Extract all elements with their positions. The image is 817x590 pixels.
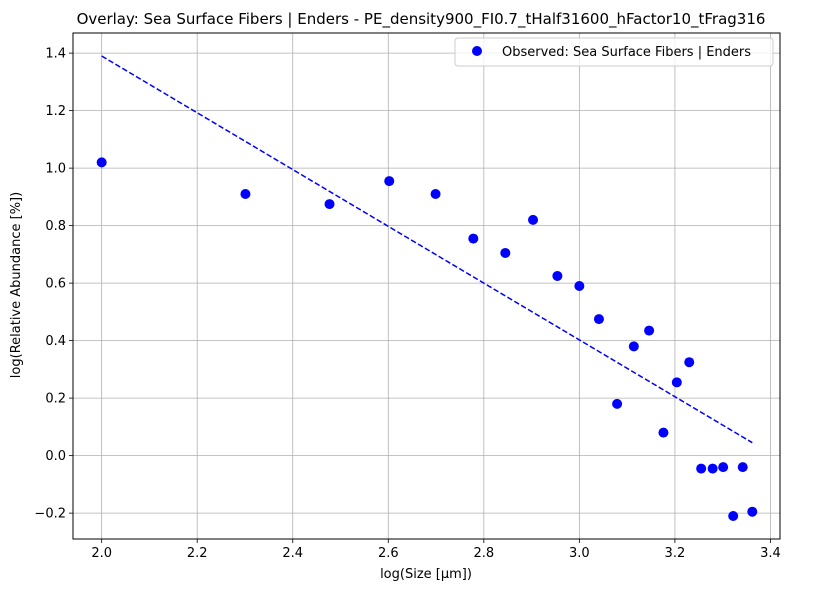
y-axis: −0.2 0.0 0.2 0.4 0.6 0.8 1.0 1.2 1.4 bbox=[34, 47, 73, 522]
data-point bbox=[658, 427, 669, 438]
data-point bbox=[500, 247, 511, 258]
y-tick-label: 0.4 bbox=[45, 334, 66, 349]
data-point bbox=[468, 233, 479, 244]
data-point bbox=[628, 341, 639, 352]
data-point bbox=[552, 270, 563, 281]
data-point bbox=[671, 377, 682, 388]
data-point bbox=[728, 511, 739, 521]
legend: Observed: Sea Surface Fibers | Enders bbox=[454, 37, 774, 67]
data-point bbox=[574, 281, 585, 291]
x-tick-label: 2.6 bbox=[378, 546, 399, 561]
data-point bbox=[430, 189, 441, 199]
x-tick-label: 3.2 bbox=[665, 546, 686, 561]
x-tick-label: 2.8 bbox=[473, 546, 494, 561]
data-point bbox=[684, 357, 695, 368]
legend-box bbox=[454, 37, 774, 67]
x-tick-label: 3.4 bbox=[760, 546, 781, 561]
y-axis-label: log(Relative Abundance [%]) bbox=[9, 192, 24, 378]
data-point bbox=[718, 462, 729, 473]
y-tick-label: 0.2 bbox=[45, 392, 66, 407]
x-tick-label: 2.2 bbox=[187, 546, 208, 561]
y-tick-label: 1.2 bbox=[45, 104, 66, 119]
data-point bbox=[696, 463, 707, 474]
series-layer bbox=[96, 55, 758, 521]
data-point bbox=[747, 506, 758, 517]
data-point bbox=[324, 199, 335, 210]
plot-area bbox=[72, 32, 781, 540]
data-point bbox=[707, 463, 718, 474]
legend-label: Observed: Sea Surface Fibers | Enders bbox=[502, 45, 751, 60]
data-point bbox=[240, 189, 251, 199]
y-tick-label: −0.2 bbox=[34, 507, 66, 522]
data-point bbox=[644, 325, 655, 336]
data-point bbox=[612, 398, 623, 409]
fit-line bbox=[101, 55, 753, 444]
y-tick-label: 0.8 bbox=[45, 219, 66, 234]
data-point bbox=[96, 157, 107, 168]
y-tick-label: 1.4 bbox=[45, 47, 66, 62]
x-tick-label: 2.0 bbox=[91, 546, 112, 561]
y-tick-label: 1.0 bbox=[45, 162, 66, 177]
x-axis-label: log(Size [μm]) bbox=[380, 567, 472, 582]
y-tick-label: 0.6 bbox=[45, 277, 66, 292]
data-point bbox=[528, 214, 539, 225]
data-point bbox=[593, 314, 604, 325]
axes-frame bbox=[72, 32, 781, 540]
legend-marker bbox=[472, 46, 482, 56]
y-tick-label: 0.0 bbox=[45, 449, 66, 464]
data-point bbox=[384, 176, 395, 187]
chart-title: Overlay: Sea Surface Fibers | Enders - P… bbox=[77, 10, 766, 29]
x-axis: 2.0 2.2 2.4 2.6 2.8 3.0 3.2 3.4 bbox=[91, 539, 781, 561]
x-tick-label: 3.0 bbox=[569, 546, 590, 561]
x-tick-label: 2.4 bbox=[282, 546, 303, 561]
data-point bbox=[737, 462, 748, 473]
